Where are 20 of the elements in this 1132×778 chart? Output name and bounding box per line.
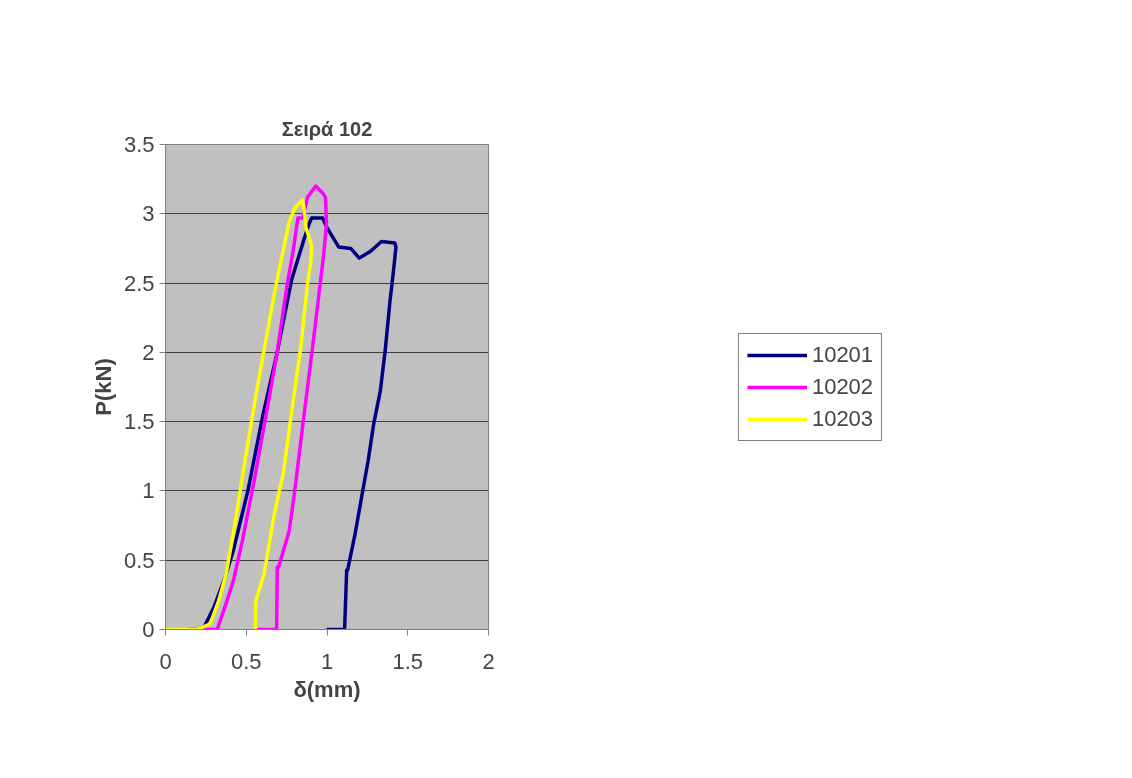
y-tick-label: 3: [142, 201, 155, 227]
legend-label: 10202: [811, 373, 874, 400]
legend-label: 10201: [811, 341, 874, 368]
y-tick-label: 0: [142, 617, 155, 642]
x-tick-label: 0.5: [230, 648, 262, 674]
y-tick-label: 1.5: [123, 409, 155, 435]
y-tick-label: 3.5: [123, 132, 155, 157]
y-tick-label: 2: [142, 339, 155, 365]
x-tick-label: 1.5: [392, 648, 424, 674]
chart-title: Σειρά 102: [281, 117, 373, 140]
y-tick-label: 0.5: [123, 547, 155, 573]
x-tick-label: 2: [482, 648, 495, 674]
line-series: [165, 198, 314, 630]
y-tick-label: 1: [142, 478, 155, 504]
x-tick-label: 1: [320, 648, 334, 674]
y-tick-label: 2.5: [123, 270, 155, 296]
y-axis-title: P(kN): [90, 358, 116, 416]
x-tick-label: 0: [159, 648, 172, 674]
x-axis-title: δ(mm): [293, 676, 361, 702]
legend-label: 10203: [811, 405, 874, 432]
